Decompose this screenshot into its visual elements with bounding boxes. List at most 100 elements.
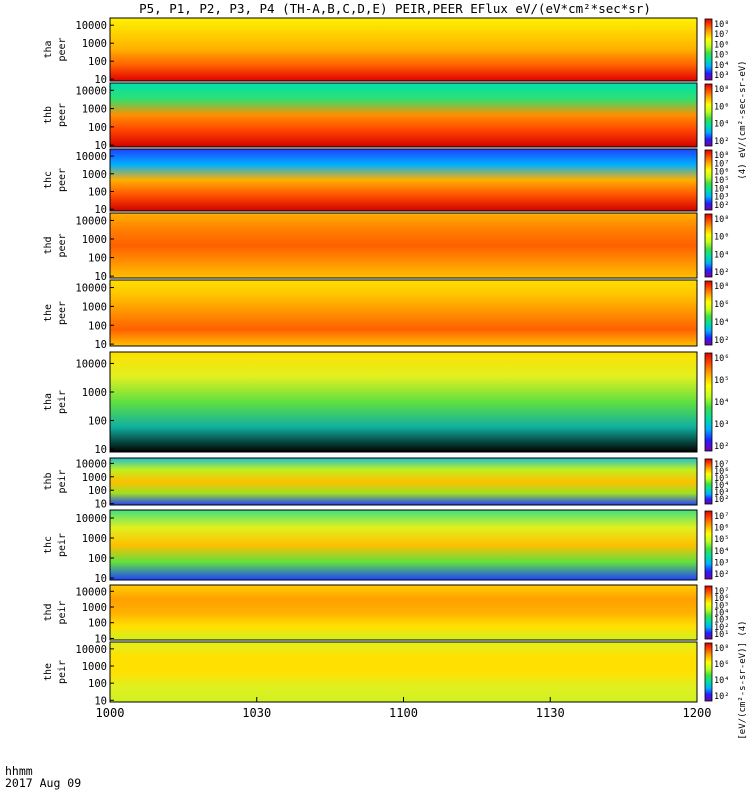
spectrogram-image (109, 148, 698, 212)
spectrogram-image (109, 82, 698, 148)
colorbar-tick-label: 10⁴ (714, 481, 729, 491)
panel-species-label: peir (57, 533, 68, 557)
colorbar (704, 585, 713, 640)
y-tick-label: 1000 (82, 234, 107, 246)
colorbar-tick-label: 10⁷ (714, 30, 729, 40)
x-tick-label: 1200 (683, 706, 712, 720)
spectrogram-image (109, 584, 698, 641)
colorbar-label-ion: [eV/(cm²-s-sr-eV)] (4) (738, 620, 748, 739)
colorbar (704, 83, 713, 147)
colorbar-tick-label: 10² (714, 201, 729, 211)
panel-species-label: peer (57, 301, 68, 325)
colorbar (704, 458, 713, 505)
y-tick-label: 10000 (75, 215, 107, 227)
x-tick-label: 1130 (536, 706, 565, 720)
y-tick-label: 10000 (75, 151, 107, 163)
colorbar-tick-label: 10³ (714, 616, 729, 626)
x-label-hhmm: hhmm (5, 764, 33, 778)
colorbar-tick-label: 10⁵ (714, 601, 729, 611)
colorbar-tick-label: 10⁴ (714, 120, 729, 130)
y-tick-label: 100 (88, 320, 107, 332)
y-tick-label: 1000 (82, 533, 107, 545)
panel-thb-peer: thb peer 10000 1000 100 10 10⁸ 10⁶ 10⁴ 10² (43, 82, 729, 152)
colorbar (704, 149, 713, 211)
colorbar-tick-label: 10⁴ (714, 318, 729, 328)
panel-probe-label: the (43, 304, 54, 322)
x-tick-label: 1100 (389, 706, 418, 720)
panel-probe-label: thc (43, 171, 54, 189)
panel-probe-label: thd (43, 236, 54, 254)
colorbar-tick-label: 10⁶ (714, 660, 729, 670)
colorbar (704, 642, 713, 702)
colorbar-tick-label: 10⁵ (714, 51, 729, 61)
y-tick-label: 10000 (75, 458, 107, 470)
colorbar-tick-label: 10² (714, 442, 729, 452)
colorbar-tick-label: 10⁸ (714, 85, 729, 95)
spectrogram-image (109, 212, 698, 279)
y-tick-label: 10 (94, 204, 107, 216)
panel-thc-peer: thc peer 10000 1000 100 10 10⁸10⁷10⁶10⁵10⁴10³1… (43, 148, 729, 216)
y-tick-label: 10 (94, 140, 107, 152)
colorbar-tick-label: 10⁴ (714, 250, 729, 260)
panel-probe-label: thb (43, 472, 54, 490)
colorbar-tick-label: 10² (714, 137, 729, 147)
y-tick-label: 10 (94, 633, 107, 645)
colorbar-label-electron: (4) eV/(cm²-sec-sr-eV) (738, 60, 748, 179)
colorbar-tick-label: 10⁵ (714, 176, 729, 186)
colorbar-tick-label: 10² (714, 692, 729, 702)
y-tick-label: 10 (94, 271, 107, 283)
spectrogram-image (109, 509, 698, 581)
colorbar-tick-label: 10³ (714, 71, 729, 81)
colorbar-tick-label: 10⁸ (714, 151, 729, 161)
panel-species-label: peir (57, 390, 68, 414)
x-tick-label: 1030 (242, 706, 271, 720)
y-tick-label: 100 (88, 678, 107, 690)
y-tick-label: 1000 (82, 661, 107, 673)
colorbar (704, 18, 713, 81)
y-tick-label: 10000 (75, 644, 107, 656)
y-tick-label: 100 (88, 187, 107, 199)
panel-probe-label: the (43, 663, 54, 681)
y-tick-label: 100 (88, 56, 107, 68)
colorbar-tick-label: 10⁶ (714, 40, 729, 50)
y-tick-label: 10000 (75, 586, 107, 598)
colorbar-tick-label: 10⁶ (714, 594, 729, 604)
colorbar-tick-label: 10⁶ (714, 300, 729, 310)
spectrogram-image (109, 457, 698, 506)
colorbar-tick-label: 10⁶ (714, 102, 729, 112)
y-tick-label: 10 (94, 573, 107, 585)
x-tick-label: 1000 (96, 706, 125, 720)
colorbar (704, 510, 713, 580)
colorbar-tick-label: 10³ (714, 193, 729, 203)
y-tick-label: 10 (94, 339, 107, 351)
colorbar-tick-label: 10⁷ (714, 512, 729, 522)
panel-species-label: peer (57, 168, 68, 192)
y-tick-label: 10 (94, 74, 107, 86)
panel-species-label: peer (57, 37, 68, 61)
panel-probe-label: thb (43, 106, 54, 124)
panel-thd-peer: thd peer 10000 1000 100 10 10⁸ 10⁶ 10⁴ 10² (43, 212, 729, 283)
colorbar-tick-label: 10⁴ (714, 676, 729, 686)
y-tick-label: 1000 (82, 602, 107, 614)
colorbar-tick-label: 10² (714, 570, 729, 580)
figure-title: P5, P1, P2, P3, P4 (TH-A,B,C,D,E) PEIR,P… (139, 1, 651, 16)
colorbar (704, 213, 713, 278)
y-tick-label: 100 (88, 416, 107, 428)
colorbar-tick-label: 10⁴ (714, 609, 729, 619)
panel-probe-label: thc (43, 536, 54, 554)
colorbar-tick-label: 10⁶ (714, 354, 729, 364)
colorbar-tick-label: 10⁵ (714, 535, 729, 545)
colorbar-tick-label: 10⁴ (714, 184, 729, 194)
colorbar-tick-label: 10² (714, 268, 729, 278)
colorbar (704, 352, 713, 452)
spectrogram-image (109, 641, 698, 703)
colorbar-tick-label: 10⁶ (714, 524, 729, 534)
y-tick-label: 10 (94, 499, 107, 511)
colorbar-tick-label: 10⁴ (714, 398, 729, 408)
y-tick-label: 1000 (82, 169, 107, 181)
colorbar-tick-label: 10⁵ (714, 474, 729, 484)
colorbar-tick-label: 10⁷ (714, 159, 729, 169)
panel-species-label: peir (57, 600, 68, 624)
